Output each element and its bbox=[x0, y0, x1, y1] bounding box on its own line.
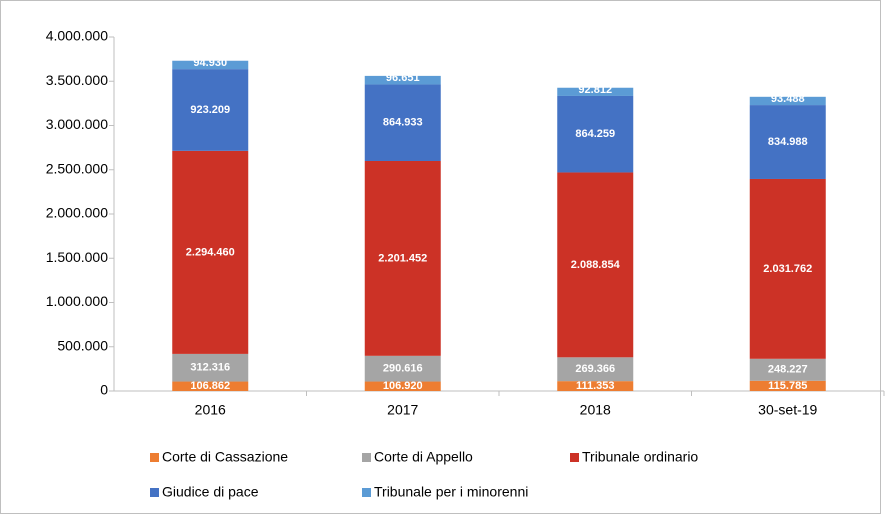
data-label: 864.259 bbox=[575, 128, 615, 140]
bar-segment bbox=[364, 381, 441, 391]
data-label: 94.930 bbox=[193, 57, 227, 69]
x-tick-label: 30-set-19 bbox=[758, 402, 817, 418]
y-tick-label: 3.500.000 bbox=[46, 72, 108, 88]
y-tick-label: 3.000.000 bbox=[46, 116, 108, 132]
x-tick-label: 2016 bbox=[195, 402, 226, 418]
bar-segment bbox=[172, 353, 249, 382]
data-label: 115.785 bbox=[768, 380, 807, 392]
data-label: 269.366 bbox=[575, 363, 615, 375]
data-label: 312.316 bbox=[190, 362, 230, 374]
bar-segment bbox=[749, 105, 826, 179]
bar-segment bbox=[557, 87, 634, 96]
bar-segment bbox=[364, 84, 441, 161]
bar-segment bbox=[172, 60, 249, 70]
legend-label: Giudice di pace bbox=[162, 484, 259, 500]
data-label: 106.862 bbox=[190, 380, 230, 392]
y-tick-label: 2.500.000 bbox=[46, 160, 108, 176]
legend-swatch bbox=[150, 488, 159, 497]
data-label: 2.294.460 bbox=[186, 246, 235, 258]
legend-swatch bbox=[570, 453, 579, 462]
data-label: 290.616 bbox=[383, 363, 423, 375]
data-label: 92.812 bbox=[578, 84, 612, 96]
data-label: 864.933 bbox=[383, 117, 423, 129]
legend-swatch bbox=[362, 453, 371, 462]
data-label: 2.088.854 bbox=[571, 259, 621, 271]
x-tick-label: 2018 bbox=[580, 402, 611, 418]
y-tick-label: 500.000 bbox=[57, 337, 108, 353]
x-tick-label: 2017 bbox=[387, 402, 418, 418]
legend-swatch bbox=[150, 453, 159, 462]
bar-segment bbox=[172, 381, 249, 391]
data-label: 923.209 bbox=[190, 104, 230, 116]
data-label: 834.988 bbox=[768, 136, 808, 148]
data-label: 2.201.452 bbox=[378, 252, 427, 264]
legend-label: Tribunale ordinario bbox=[582, 449, 698, 465]
legend-label: Tribunale per i minorenni bbox=[374, 484, 528, 500]
bar-segment bbox=[557, 381, 634, 391]
y-tick-label: 1.500.000 bbox=[46, 249, 108, 265]
y-tick-label: 1.000.000 bbox=[46, 293, 108, 309]
bar-segment bbox=[749, 358, 826, 381]
y-tick-label: 0 bbox=[100, 382, 108, 398]
bar-segment bbox=[557, 357, 634, 382]
bar-segment bbox=[749, 178, 826, 359]
y-tick-label: 4.000.000 bbox=[46, 28, 108, 44]
bar-segment bbox=[749, 96, 826, 106]
data-label: 96.651 bbox=[386, 72, 420, 84]
y-tick-label: 2.000.000 bbox=[46, 205, 108, 221]
bar-segment bbox=[749, 380, 826, 391]
bar-segment bbox=[557, 172, 634, 358]
data-label: 111.353 bbox=[576, 380, 615, 392]
bar-segment bbox=[364, 160, 441, 356]
bar-segment bbox=[172, 150, 249, 354]
data-label: 106.920 bbox=[383, 380, 423, 392]
bar-segment bbox=[557, 95, 634, 173]
data-label: 93.488 bbox=[771, 93, 805, 105]
bar-segment bbox=[172, 69, 249, 151]
legend-swatch bbox=[362, 488, 371, 497]
legend-label: Corte di Appello bbox=[374, 449, 473, 465]
bar-segment bbox=[364, 355, 441, 382]
bar-segment bbox=[364, 75, 441, 85]
legend-label: Corte di Cassazione bbox=[162, 449, 288, 465]
data-label: 248.227 bbox=[768, 364, 808, 376]
data-label: 2.031.762 bbox=[763, 263, 812, 275]
